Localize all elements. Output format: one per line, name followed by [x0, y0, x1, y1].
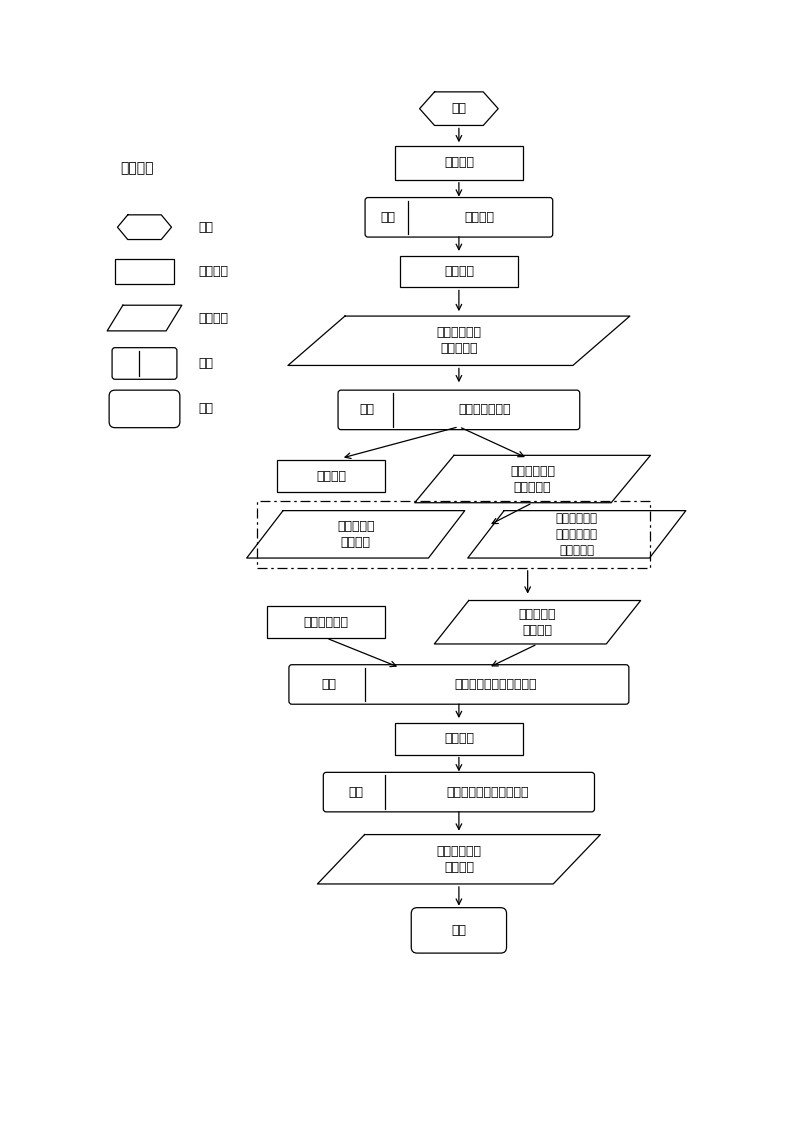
Text: 复习提问: 复习提问	[444, 156, 474, 170]
Text: 视频: 视频	[348, 786, 363, 798]
Text: 草履虫能完成
的生理功能及
相应有结构: 草履虫能完成 的生理功能及 相应有结构	[556, 512, 598, 557]
Text: 植物与动物的
根本区别: 植物与动物的 根本区别	[437, 844, 481, 874]
Bar	[257, 501, 650, 568]
Text: 教师活动: 教师活动	[198, 265, 229, 279]
Text: 图示说明: 图示说明	[120, 161, 153, 175]
Bar	[277, 460, 385, 492]
Text: 学生活动: 学生活动	[198, 311, 229, 325]
Text: 视频: 视频	[360, 403, 375, 417]
Text: 结束: 结束	[198, 402, 214, 416]
Text: 开始: 开始	[452, 102, 466, 116]
Bar	[395, 146, 522, 180]
Text: 草履虫的单
细胞结构: 草履虫的单 细胞结构	[337, 520, 375, 549]
Text: 教师指导操作: 教师指导操作	[304, 615, 349, 629]
Text: 创设情景: 创设情景	[464, 211, 494, 223]
Text: 媒体: 媒体	[198, 357, 214, 369]
Text: 引入新课: 引入新课	[444, 265, 474, 279]
Text: 视频: 视频	[380, 211, 395, 223]
Bar	[268, 606, 385, 638]
Text: 探充草履虫
的应激性: 探充草履虫 的应激性	[518, 608, 557, 637]
Bar	[400, 256, 518, 287]
Text: 制作临时装片
观察草履虫: 制作临时装片 观察草履虫	[437, 327, 481, 355]
Text: 原生动物: 原生动物	[444, 732, 474, 746]
Text: 下课: 下课	[452, 924, 466, 937]
Text: 草履虫形态结构: 草履虫形态结构	[459, 403, 511, 417]
Text: 视频: 视频	[321, 678, 336, 691]
Bar	[115, 258, 174, 284]
Text: 教师引导: 教师引导	[316, 469, 346, 483]
Text: 草履虫是单细胞的生物体: 草履虫是单细胞的生物体	[454, 678, 537, 691]
Bar	[395, 723, 522, 755]
Text: 单细胞生物与人类的关系: 单细胞生物与人类的关系	[447, 786, 530, 798]
Text: 开始: 开始	[198, 221, 214, 234]
Text: 草履虫是单细
胞的生物体: 草履虫是单细 胞的生物体	[510, 465, 555, 493]
